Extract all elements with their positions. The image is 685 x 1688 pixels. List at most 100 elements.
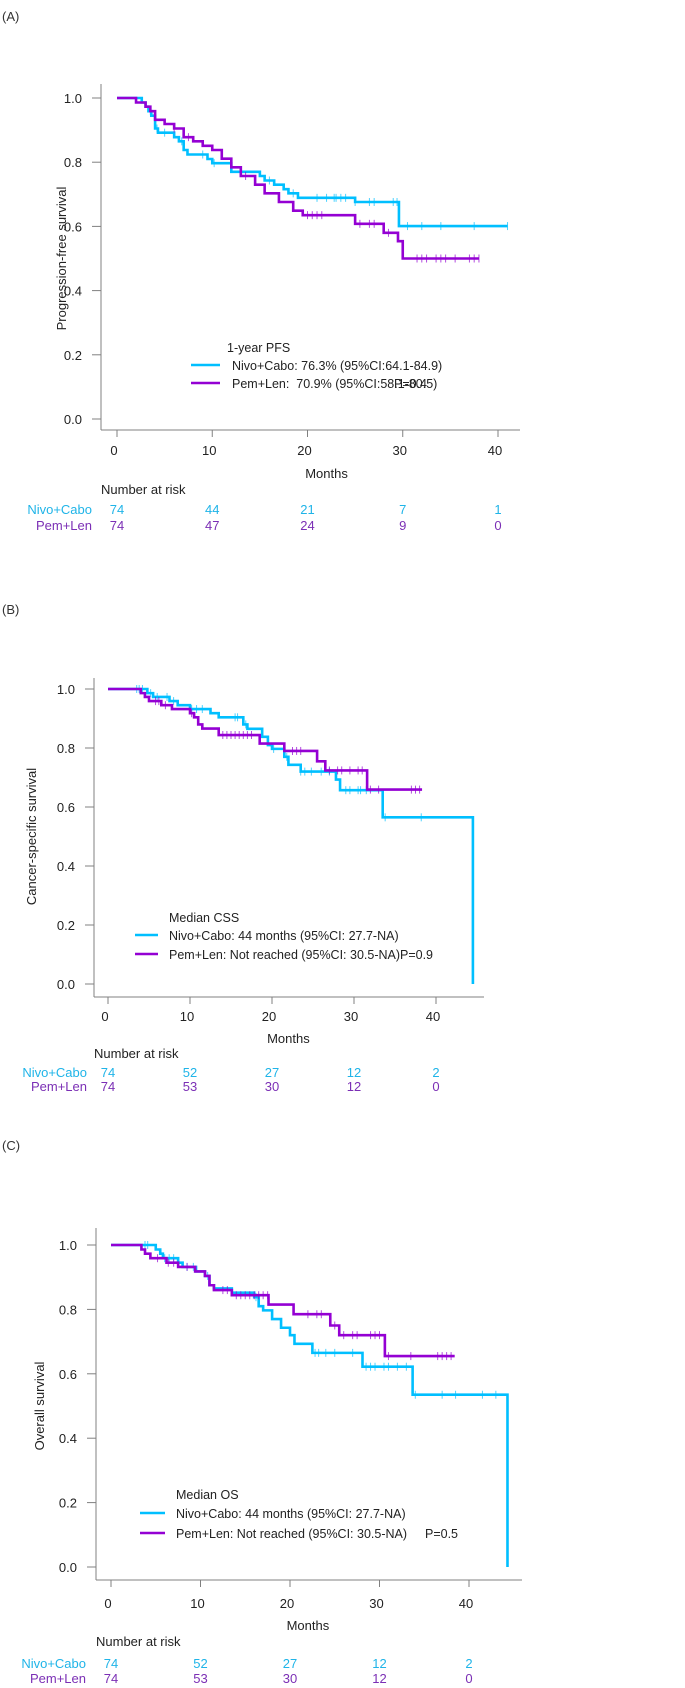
p-value: P=0.9 (400, 948, 433, 962)
y-tick-label: 1.0 (59, 1238, 77, 1253)
panel-label: (B) (2, 602, 19, 617)
x-tick-label: 30 (369, 1596, 383, 1611)
risk-count: 74 (110, 518, 124, 533)
risk-count: 52 (193, 1656, 207, 1671)
km-curve-nivo-cabo (117, 96, 508, 228)
x-tick-label: 40 (426, 1009, 440, 1024)
x-tick-label: 20 (280, 1596, 294, 1611)
y-tick-label: 0.8 (59, 1302, 77, 1317)
risk-count: 74 (110, 502, 124, 517)
risk-count: 9 (399, 518, 406, 533)
x-tick-label: 0 (101, 1009, 108, 1024)
km-curve-pem-len (117, 96, 479, 260)
x-tick-label: 40 (459, 1596, 473, 1611)
y-tick-label: 0.0 (57, 977, 75, 992)
km-curve-nivo-cabo (108, 687, 475, 984)
km-panel-b: (B) 0.0 0.2 0.4 0.6 0.8 1.0 Cancer-specific sur… (2, 602, 484, 1094)
risk-table-title: Number at risk (94, 1046, 179, 1061)
risk-count: 74 (104, 1656, 118, 1671)
panel-label: (C) (2, 1138, 20, 1153)
legend-entry: Pem+Len: 70.9% (95%CI:58.1-80.5) (232, 377, 437, 391)
x-tick-label: 30 (344, 1009, 358, 1024)
risk-row-label: Nivo+Cabo (27, 502, 92, 517)
x-tick-label: 40 (488, 443, 502, 458)
risk-count: 74 (104, 1671, 118, 1686)
risk-count: 30 (265, 1079, 279, 1094)
legend-title: Median OS (176, 1488, 239, 1502)
legend-title: 1-year PFS (227, 341, 290, 355)
km-curve-pem-len (108, 687, 423, 791)
x-tick-label: 20 (262, 1009, 276, 1024)
risk-count: 44 (205, 502, 219, 517)
risk-count: 47 (205, 518, 219, 533)
legend-entry: Pem+Len: Not reached (95%CI: 30.5-NA) (176, 1527, 407, 1541)
legend-title: Median CSS (169, 911, 239, 925)
x-axis-label: Months (305, 466, 348, 481)
x-axis-label: Months (267, 1031, 310, 1046)
y-tick-label: 0.0 (64, 412, 82, 427)
y-axis-label: Overall survival (32, 1361, 47, 1450)
risk-count: 12 (372, 1656, 386, 1671)
y-tick-label: 0.8 (64, 155, 82, 170)
risk-count: 74 (101, 1065, 115, 1080)
y-tick-label: 0.2 (59, 1496, 77, 1511)
risk-count: 0 (494, 518, 501, 533)
y-axis-label: Cancer-specific survival (24, 768, 39, 905)
km-curve-pem-len (111, 1243, 455, 1358)
risk-table-title: Number at risk (96, 1634, 181, 1649)
risk-count: 53 (193, 1671, 207, 1686)
panel-label: (A) (2, 9, 19, 24)
x-tick-label: 0 (104, 1596, 111, 1611)
risk-row-label: Pem+Len (30, 1671, 86, 1686)
risk-count: 53 (183, 1079, 197, 1094)
x-axis-label: Months (287, 1618, 330, 1633)
risk-row-label: Pem+Len (31, 1079, 87, 1094)
y-tick-label: 0.6 (59, 1367, 77, 1382)
risk-count: 74 (101, 1079, 115, 1094)
x-tick-label: 0 (110, 443, 117, 458)
km-panel-a: (A) 0.0 0.2 0.4 0.6 0.8 1.0 Progression-free su… (2, 9, 520, 533)
p-value: P=0.4 (394, 377, 427, 391)
y-tick-label: 0.8 (57, 741, 75, 756)
risk-count: 2 (432, 1065, 439, 1080)
y-tick-label: 0.6 (57, 800, 75, 815)
risk-count: 12 (347, 1065, 361, 1080)
y-tick-label: 0.4 (64, 284, 82, 299)
risk-count: 0 (465, 1671, 472, 1686)
legend-entry: Pem+Len: Not reached (95%CI: 30.5-NA) (169, 948, 400, 962)
x-tick-label: 10 (202, 443, 216, 458)
km-panel-c: (C) 0.0 0.2 0.4 0.6 0.8 1.0 Overall survival 0 10… (2, 1138, 522, 1686)
legend-entry: Nivo+Cabo: 44 months (95%CI: 27.7-NA) (176, 1507, 406, 1521)
risk-count: 27 (283, 1656, 297, 1671)
p-value: P=0.5 (425, 1527, 458, 1541)
x-tick-label: 10 (180, 1009, 194, 1024)
legend-entry: Nivo+Cabo: 44 months (95%CI: 27.7-NA) (169, 929, 399, 943)
y-tick-label: 1.0 (64, 91, 82, 106)
y-tick-label: 0.4 (59, 1431, 77, 1446)
risk-table-title: Number at risk (101, 482, 186, 497)
x-tick-label: 20 (297, 443, 311, 458)
risk-count: 21 (300, 502, 314, 517)
x-tick-label: 30 (393, 443, 407, 458)
y-tick-label: 0.4 (57, 859, 75, 874)
risk-count: 52 (183, 1065, 197, 1080)
y-tick-label: 0.0 (59, 1560, 77, 1575)
risk-count: 30 (283, 1671, 297, 1686)
risk-row-label: Nivo+Cabo (22, 1065, 87, 1080)
risk-count: 24 (300, 518, 314, 533)
x-tick-label: 10 (190, 1596, 204, 1611)
risk-row-label: Nivo+Cabo (21, 1656, 86, 1671)
risk-count: 1 (494, 502, 501, 517)
risk-count: 27 (265, 1065, 279, 1080)
risk-count: 0 (432, 1079, 439, 1094)
risk-count: 2 (465, 1656, 472, 1671)
legend-entry: Nivo+Cabo: 76.3% (95%CI:64.1-84.9) (232, 359, 442, 373)
y-tick-label: 1.0 (57, 682, 75, 697)
y-tick-label: 0.2 (64, 348, 82, 363)
risk-count: 7 (399, 502, 406, 517)
y-tick-label: 0.6 (64, 219, 82, 234)
risk-count: 12 (372, 1671, 386, 1686)
y-tick-label: 0.2 (57, 918, 75, 933)
risk-count: 12 (347, 1079, 361, 1094)
